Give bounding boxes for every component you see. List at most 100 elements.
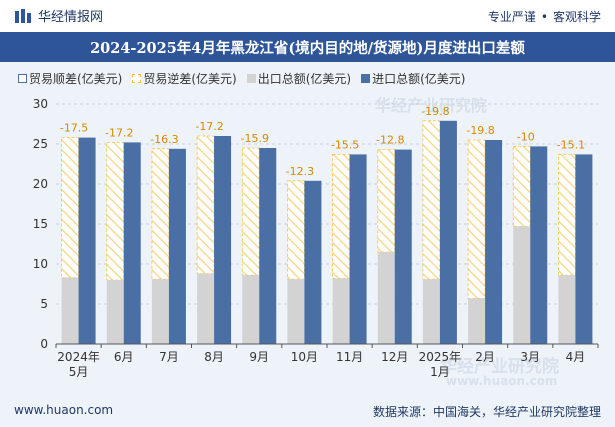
balance-label: -17.5 — [60, 122, 88, 135]
x-tick-label: 3月 — [520, 350, 540, 364]
import-bar[interactable] — [439, 120, 457, 344]
deficit-bar[interactable] — [287, 180, 305, 280]
balance-label: -19.8 — [421, 105, 449, 118]
y-tick-label: 30 — [33, 97, 48, 111]
chart-legend: 贸易顺差(亿美元) 贸易逆差(亿美元) 出口总额(亿美元) 进口总额(亿美元) — [18, 70, 476, 87]
deficit-bar[interactable] — [332, 153, 350, 279]
deficit-bar[interactable] — [61, 137, 79, 279]
deficit-bar[interactable] — [241, 147, 260, 276]
import-bar[interactable] — [168, 148, 186, 344]
deficit-bar[interactable] — [106, 141, 125, 281]
x-tick-label: 9月 — [249, 350, 269, 364]
export-bar[interactable] — [558, 275, 576, 344]
balance-label: -12.3 — [286, 165, 314, 178]
brand-name: 华经情报网 — [38, 10, 104, 25]
brand[interactable]: 华经情报网 — [14, 6, 103, 25]
y-tick-label: 5 — [40, 297, 48, 311]
x-tick-label-line: 6月 — [114, 350, 134, 364]
export-bar[interactable] — [422, 279, 440, 344]
import-bar[interactable] — [78, 137, 96, 344]
export-bar[interactable] — [106, 280, 124, 344]
brand-logo-icon — [15, 8, 31, 23]
x-tick-label-line: 5月 — [69, 365, 89, 379]
legend-item-deficit[interactable]: 贸易逆差(亿美元) — [132, 70, 237, 87]
tag-professional: 专业严谨 — [487, 10, 536, 24]
export-bar[interactable] — [61, 277, 79, 344]
balance-label: -17.2 — [105, 126, 133, 139]
balance-label: -12.8 — [376, 134, 404, 147]
export-bar[interactable] — [287, 279, 305, 344]
import-bar[interactable] — [485, 140, 503, 344]
footer-site-link[interactable]: www.huaon.com — [14, 403, 114, 417]
x-tick-label: 2025年 1月 — [419, 350, 462, 379]
footer-source: 数据来源：中国海关，华经产业研究院整理 — [372, 405, 601, 419]
x-tick-label: 2024年 5月 — [57, 350, 100, 379]
export-bar[interactable] — [513, 226, 531, 344]
y-tick-label: 25 — [33, 137, 48, 151]
deficit-bar[interactable] — [151, 148, 170, 280]
deficit-bar[interactable] — [377, 149, 396, 253]
x-tick-label-line: 2024年 — [57, 350, 100, 364]
export-bar[interactable] — [468, 298, 486, 344]
x-tick-label-line: 12月 — [381, 350, 408, 364]
x-tick-label: 7月 — [159, 350, 179, 364]
x-tick-label-line: 11月 — [336, 350, 363, 364]
x-tick-label-line: 2月 — [475, 350, 495, 364]
x-tick-label-line: 2025年 — [419, 350, 462, 364]
deficit-bar[interactable] — [196, 135, 215, 275]
y-tick-label: 15 — [33, 217, 48, 231]
legend-label-surplus: 贸易顺差(亿美元) — [29, 72, 123, 86]
top-bar: 华经情报网 专业严谨 • 客观科学 — [0, 0, 615, 32]
legend-swatch-export-icon — [246, 74, 256, 83]
x-tick-label: 11月 — [336, 350, 363, 364]
deficit-bar[interactable] — [512, 145, 531, 227]
x-tick-label-line: 1月 — [430, 365, 450, 379]
x-tick-label: 12月 — [381, 350, 408, 364]
import-bar[interactable] — [530, 146, 548, 344]
import-bar[interactable] — [394, 149, 412, 344]
import-bar[interactable] — [123, 142, 141, 344]
balance-label: -10 — [517, 130, 535, 143]
y-tick-label: 0 — [40, 337, 48, 351]
balance-label: -15.1 — [557, 138, 585, 151]
x-tick-label-line: 8月 — [204, 350, 224, 364]
title-bar: 2024-2025年4月年黑龙江省(境内目的地/货源地)月度进出口差额 — [0, 32, 615, 62]
tag-objective: 客观科学 — [552, 10, 601, 24]
y-tick-label: 10 — [33, 257, 48, 271]
bar-chart: -17.5 -17.2 -16.3 -17.2 -15.9 -12.3 -15.5 -12.8… — [33, 97, 599, 379]
import-bar[interactable] — [349, 154, 367, 344]
import-bar[interactable] — [259, 148, 277, 344]
legend-item-surplus[interactable]: 贸易顺差(亿美元) — [18, 70, 122, 87]
export-bar[interactable] — [377, 252, 395, 344]
footer: www.huaon.com 数据来源：中国海关，华经产业研究院整理 — [0, 395, 615, 427]
deficit-bar[interactable] — [422, 120, 441, 280]
deficit-bar[interactable] — [467, 139, 486, 299]
export-bar[interactable] — [197, 273, 215, 344]
legend-label-import: 进口总额(亿美元) — [372, 72, 466, 86]
import-bar[interactable] — [575, 154, 593, 344]
deficit-bar[interactable] — [558, 153, 576, 276]
export-bar[interactable] — [242, 275, 260, 344]
chart-title: 2024-2025年4月年黑龙江省(境内目的地/货源地)月度进出口差额 — [90, 39, 525, 57]
x-tick-label: 6月 — [114, 350, 134, 364]
x-tick-label-line: 7月 — [159, 350, 179, 364]
legend-item-import[interactable]: 进口总额(亿美元) — [361, 70, 466, 87]
x-tick-label: 4月 — [566, 350, 586, 364]
import-bar[interactable] — [214, 136, 232, 344]
x-tick-label-line: 10月 — [291, 350, 318, 364]
balance-label: -19.8 — [466, 124, 494, 137]
x-tick-label-line: 4月 — [566, 350, 586, 364]
header-tags: 专业严谨 • 客观科学 — [488, 8, 601, 25]
balance-label: -15.9 — [241, 132, 269, 145]
x-tick-label-line: 3月 — [520, 350, 540, 364]
legend-swatch-deficit-icon — [132, 74, 142, 83]
export-bar[interactable] — [332, 278, 350, 344]
legend-swatch-import-icon — [361, 74, 371, 83]
x-tick-label: 10月 — [291, 350, 318, 364]
x-tick-label: 2月 — [475, 350, 495, 364]
legend-item-export[interactable]: 出口总额(亿美元) — [246, 70, 351, 87]
import-bar[interactable] — [304, 180, 322, 344]
export-bar[interactable] — [151, 279, 169, 344]
legend-swatch-surplus-icon — [18, 74, 27, 83]
